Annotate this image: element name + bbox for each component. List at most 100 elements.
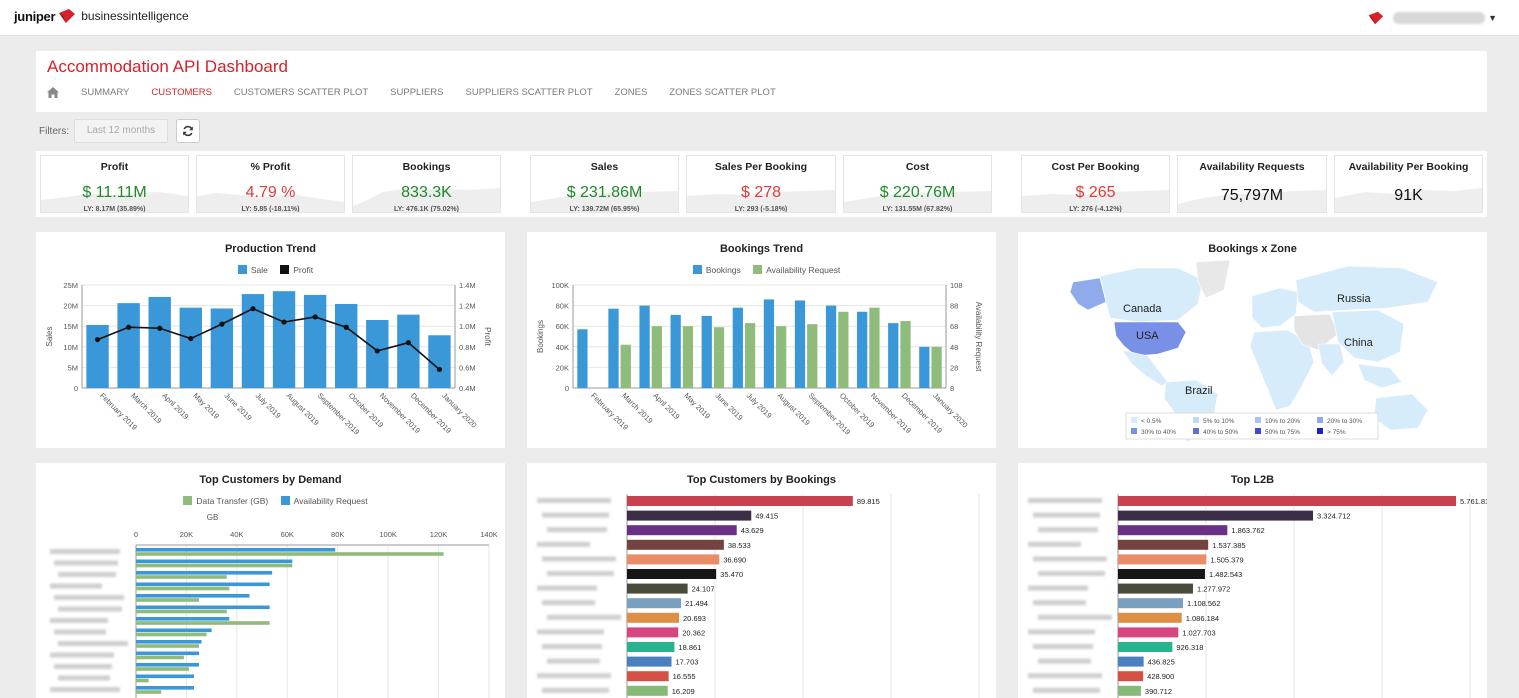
legend-swatch-profit <box>280 265 290 274</box>
tab-suppliers-scatter-plot[interactable]: SUPPLIERS SCATTER PLOT <box>465 87 593 98</box>
bar <box>1118 642 1173 652</box>
customer-name-redacted <box>542 644 602 649</box>
kpi-last-year: LY: 276 (-4.12%) <box>1069 206 1122 213</box>
data-label: 21.494 <box>685 599 708 608</box>
world-map[interactable]: Canada USA Russia China Brazil < 0.5% 5% … <box>1018 232 1487 448</box>
customer-name-redacted <box>54 629 106 635</box>
data-label: 1.537.385 <box>1212 541 1245 550</box>
sales-sparkline <box>531 191 678 212</box>
kpi-sales[interactable]: Sales $ 231.86M LY: 139.72M (65.95%) <box>530 155 679 213</box>
home-icon[interactable] <box>47 87 59 98</box>
kpi-availability-per-booking[interactable]: Availability Per Booking 91K <box>1334 155 1483 213</box>
kpi-last-year: LY: 293 (-5.18%) <box>734 206 788 213</box>
legend-swatch <box>1317 417 1323 423</box>
bar-bookings <box>608 308 619 388</box>
bar-availability <box>136 617 230 621</box>
bar <box>627 671 669 682</box>
legend-label-availability[interactable]: Availability Request <box>293 496 368 506</box>
chevron-down-icon[interactable]: ▼ <box>1488 13 1497 23</box>
legend-swatch-sale <box>237 265 247 274</box>
profit-sparkline <box>41 192 188 212</box>
user-menu[interactable]: ▼ <box>1367 10 1497 26</box>
bar <box>627 642 675 652</box>
top-l2b-panel: Top L2B 5.761.810 3.324.712 1.863.762 1.537… <box>1018 463 1487 698</box>
y-tick-label: 0 <box>74 384 78 393</box>
legend-swatch <box>1131 417 1137 423</box>
point-profit <box>374 348 380 354</box>
brand-suffix: businessintelligence <box>81 9 189 23</box>
bar-bookings <box>701 315 712 388</box>
x-tick-label: May 2019 <box>682 391 712 421</box>
kpi-profit[interactable]: Profit $ 11.11M LY: 8.17M (35.89%) <box>40 155 189 213</box>
bar-bookings <box>888 323 899 388</box>
customer-name-redacted <box>50 652 114 658</box>
legend-label-sale[interactable]: Sale <box>250 265 268 275</box>
point-profit <box>94 336 101 343</box>
bar-data-transfer <box>136 644 200 648</box>
kpi-availability-requests[interactable]: Availability Requests 75,797M <box>1177 155 1327 213</box>
map-label-russia: Russia <box>1337 293 1372 305</box>
tab-customers[interactable]: CUSTOMERS <box>151 87 212 98</box>
kpi-cost[interactable]: Cost $ 220.76M LY: 131.55M (67.82%) <box>843 155 992 213</box>
tab-zones-scatter-plot[interactable]: ZONES SCATTER PLOT <box>669 87 776 98</box>
y2-axis-label: Profit <box>483 327 492 346</box>
cost-sparkline <box>844 191 991 212</box>
kpi-value: $ 220.76M <box>879 184 956 201</box>
filters-bar: Filters: Last 12 months <box>39 119 200 143</box>
legend-label: 10% to 20% <box>1265 418 1300 425</box>
bar <box>627 496 853 506</box>
legend-label-profit[interactable]: Profit <box>293 265 314 275</box>
data-label: 49.415 <box>755 512 778 521</box>
customer-name-redacted <box>58 675 110 681</box>
customer-name-redacted <box>537 541 590 547</box>
bookings-trend-panel: Bookings Trend Bookings Availability Req… <box>527 232 996 448</box>
bar-sale <box>335 303 358 388</box>
chart-legend: Bookings Availability Request <box>527 265 996 275</box>
legend-label-availability[interactable]: Availability Request <box>766 265 841 275</box>
point-profit <box>281 319 287 325</box>
bar-availability <box>682 326 694 388</box>
bar-data-transfer <box>136 655 184 660</box>
refresh-button[interactable] <box>176 119 200 143</box>
y-tick-label: 100K <box>551 281 569 290</box>
legend-label-bookings[interactable]: Bookings <box>705 265 741 275</box>
tab-customers-scatter-plot[interactable]: CUSTOMERS SCATTER PLOT <box>233 87 369 98</box>
y2-tick-label: 0.6M <box>459 363 476 372</box>
x-tick-label: 60K <box>281 530 294 539</box>
bar-availability <box>651 326 662 388</box>
kpi-label: Bookings <box>402 161 451 173</box>
customer-name-redacted <box>542 600 595 606</box>
x-tick-label: May 2019 <box>191 391 221 421</box>
region-mexico <box>1121 349 1169 387</box>
legend-label: < 0.5% <box>1141 418 1162 425</box>
kpi-sales-per-booking[interactable]: Sales Per Booking $ 278 LY: 293 (-5.18%) <box>686 155 836 213</box>
bar <box>627 525 737 536</box>
kpi-cost-per-booking[interactable]: Cost Per Booking $ 265 LY: 276 (-4.12%) <box>1021 155 1170 213</box>
tab-nav: SUMMARY CUSTOMERS CUSTOMERS SCATTER PLOT… <box>47 87 798 98</box>
legend-label: 40% to 50% <box>1203 429 1238 436</box>
bar-data-transfer <box>136 586 230 591</box>
region-canada <box>1099 267 1204 323</box>
bar <box>627 583 688 594</box>
customer-name-redacted <box>547 658 600 664</box>
data-label: 1.086.184 <box>1186 614 1219 623</box>
bar <box>1118 598 1184 609</box>
bar-availability <box>807 324 818 388</box>
production-trend-chart: 0 0.4M 5M 0.6M 10M 0.8M 15M 1.0M 20M 1.2M 25M 1.4M S… <box>45 281 492 437</box>
period-filter[interactable]: Last 12 months <box>74 119 168 143</box>
bar-bookings <box>577 329 588 388</box>
kpi-bookings[interactable]: Bookings 833.3K LY: 476.1K (75.02%) <box>352 155 501 213</box>
tab-zones[interactable]: ZONES <box>614 87 648 98</box>
tab-summary[interactable]: SUMMARY <box>81 87 130 98</box>
legend-label-data-transfer[interactable]: Data Transfer (GB) <box>196 496 269 506</box>
tab-suppliers[interactable]: SUPPLIERS <box>390 87 444 98</box>
kpi-value: 91K <box>1394 187 1423 204</box>
chart-title: Bookings x Zone <box>1208 243 1297 255</box>
y-tick-label: 10M <box>63 343 78 352</box>
kpi-value: $ 278 <box>740 184 782 201</box>
data-label: 35.470 <box>720 570 743 579</box>
data-label: 436.825 <box>1148 658 1175 667</box>
brand-logo[interactable]: juniper businessintelligence <box>14 8 189 24</box>
bar-bookings <box>857 311 868 388</box>
kpi-percent-profit[interactable]: % Profit 4.79 % LY: 5.85 (-18.11%) <box>196 155 345 213</box>
